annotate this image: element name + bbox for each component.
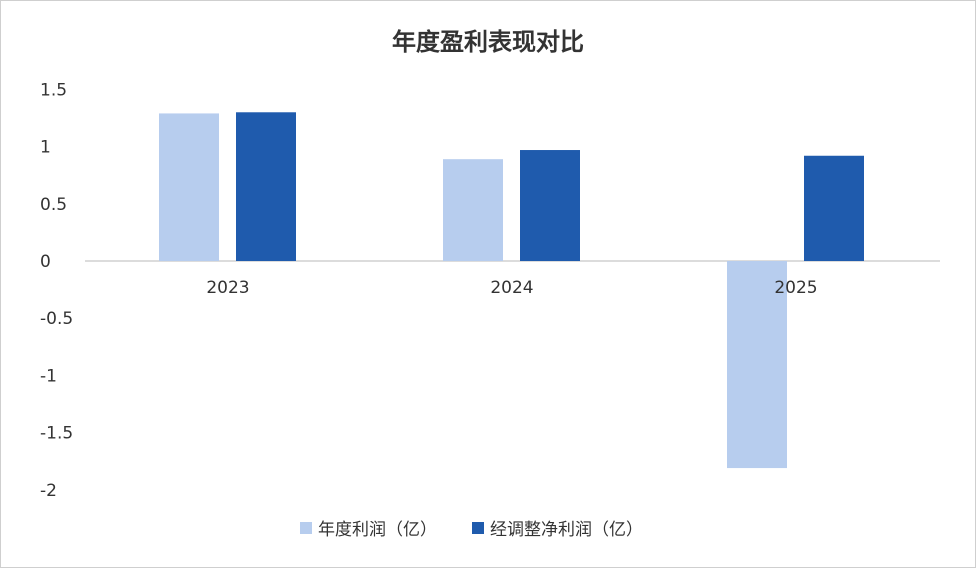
legend-swatch-annual-profit bbox=[300, 522, 312, 534]
y-tick-label: 0.5 bbox=[40, 195, 67, 215]
legend-label-annual-profit: 年度利润（亿） bbox=[318, 520, 437, 540]
y-tick-label: -0.5 bbox=[40, 309, 73, 329]
x-tick-label: 2023 bbox=[206, 278, 249, 298]
y-tick-label: -1 bbox=[40, 366, 57, 386]
y-tick-label: -1.5 bbox=[40, 424, 73, 444]
legend: 年度利润（亿） 经调整净利润（亿） bbox=[300, 520, 643, 540]
legend-label-adjusted-net-profit: 经调整净利润（亿） bbox=[490, 520, 643, 540]
bar-2023-series-1 bbox=[236, 112, 296, 261]
legend-swatch-adjusted-net-profit bbox=[472, 522, 484, 534]
chart-title: 年度盈利表现对比 bbox=[392, 28, 584, 56]
bar-2025-series-1 bbox=[804, 155, 864, 261]
y-tick-label: 1 bbox=[40, 138, 51, 158]
y-tick-label: -2 bbox=[40, 481, 57, 501]
y-tick-label: 0 bbox=[40, 252, 51, 272]
x-tick-label: 2024 bbox=[490, 278, 533, 298]
x-tick-label: 2025 bbox=[774, 278, 817, 298]
bar-2024-series-0 bbox=[443, 159, 503, 261]
bar-2023-series-0 bbox=[159, 113, 219, 261]
y-tick-label: 1.5 bbox=[40, 80, 67, 100]
bar-2025-series-0 bbox=[727, 261, 787, 469]
bar-2024-series-1 bbox=[520, 150, 580, 261]
